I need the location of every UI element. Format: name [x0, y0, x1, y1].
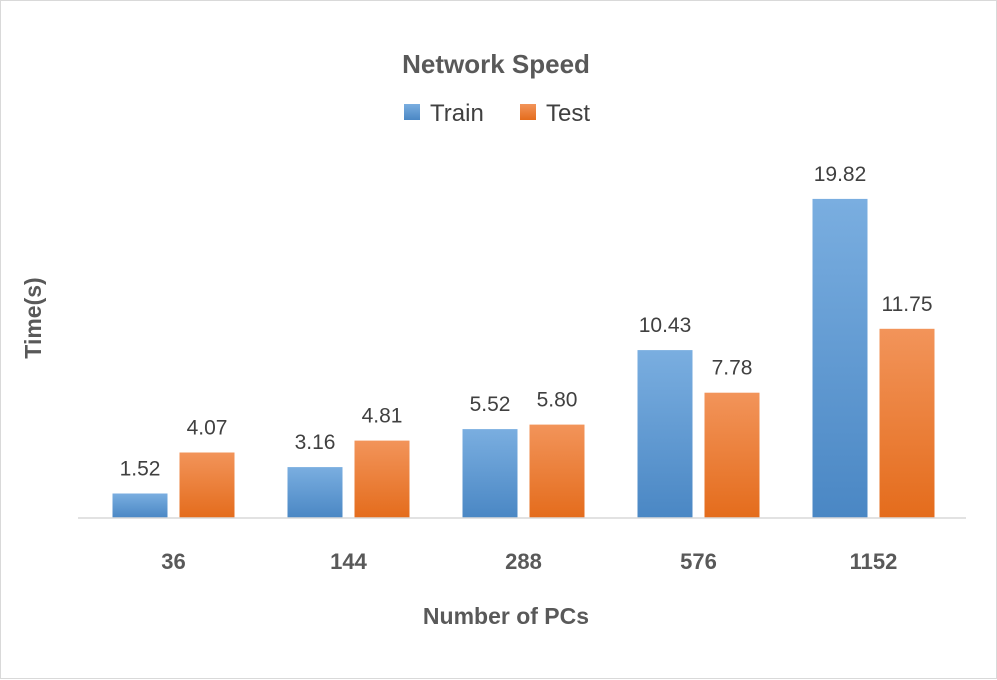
bar-test-288: [529, 424, 585, 518]
data-label-test-576: 7.78: [712, 357, 753, 380]
legend-swatch-train: [404, 104, 420, 120]
legend-label-train: Train: [430, 100, 484, 127]
data-label-test-144: 4.81: [362, 405, 403, 428]
x-tick-labels: 36 144 288 576 1152: [161, 549, 897, 574]
data-label-train-576: 10.43: [639, 314, 692, 337]
x-tick-label-144: 144: [330, 549, 367, 574]
data-label-train-1152: 19.82: [814, 163, 867, 186]
bar-test-36: [179, 452, 235, 518]
data-label-train-288: 5.52: [470, 393, 511, 416]
bar-train-288: [462, 429, 518, 518]
data-label-train-36: 1.52: [120, 458, 161, 481]
data-label-train-144: 3.16: [295, 431, 336, 454]
data-label-test-36: 4.07: [187, 417, 228, 440]
data-labels-layer: 1.52 4.07 3.16 4.81 5.52 5.80 10.43 7.78 19.82 11…: [120, 163, 933, 481]
bar-train-36: [112, 493, 168, 518]
bar-test-1152: [879, 328, 935, 518]
data-label-test-288: 5.80: [537, 389, 578, 412]
x-tick-label-36: 36: [161, 549, 185, 574]
bar-test-576: [704, 392, 760, 518]
bar-train-1152: [812, 198, 868, 518]
data-label-test-1152: 11.75: [882, 293, 933, 316]
y-axis-title: Time(s): [20, 277, 46, 358]
chart-title: Network Speed: [402, 49, 590, 79]
bar-test-144: [354, 440, 410, 518]
legend-swatch-test: [520, 104, 536, 120]
x-tick-label-576: 576: [680, 549, 717, 574]
bar-train-576: [637, 350, 693, 518]
x-tick-label-1152: 1152: [850, 549, 898, 574]
legend-label-test: Test: [546, 100, 590, 127]
x-tick-label-288: 288: [505, 549, 542, 574]
bar-train-144: [287, 467, 343, 518]
bars-layer: [112, 198, 935, 518]
legend: Train Test: [404, 100, 590, 127]
x-axis-title: Number of PCs: [423, 603, 589, 629]
